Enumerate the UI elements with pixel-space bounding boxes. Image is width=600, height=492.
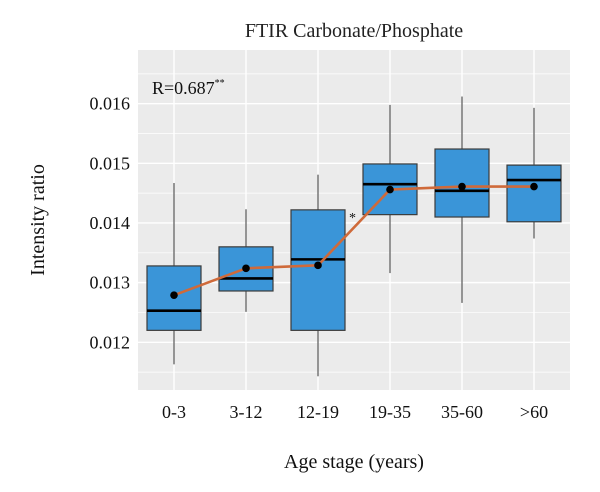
y-tick-label: 0.013	[90, 273, 131, 293]
mean-point	[530, 182, 538, 191]
boxes	[146, 96, 562, 377]
box-iqr	[290, 209, 346, 331]
x-axis-label: Age stage (years)	[284, 451, 424, 473]
mean-point	[170, 291, 178, 299]
x-tick-label: 0-3	[162, 402, 186, 422]
mean-point	[242, 264, 250, 273]
y-tick-label: 0.012	[90, 332, 131, 352]
mean-point	[314, 261, 322, 270]
mean-point	[386, 185, 394, 194]
correlation-value: R=0.687	[152, 78, 215, 98]
y-axis-label: Intensity ratio	[27, 164, 49, 276]
x-tick-labels: 0-3 3-12 12-19 19-35 35-60 >60	[162, 402, 548, 422]
x-tick-label: 12-19	[297, 402, 339, 422]
box-3	[290, 174, 346, 377]
correlation-annotation: R=0.687**	[152, 78, 225, 98]
y-tick-label: 0.015	[90, 153, 131, 173]
box-iqr	[506, 164, 562, 223]
x-tick-label: 3-12	[230, 402, 263, 422]
y-tick-label: 0.014	[90, 213, 131, 233]
x-tick-label: >60	[520, 402, 548, 422]
box-5	[434, 96, 490, 303]
mean-trend-line	[173, 185, 534, 297]
mean-points	[170, 182, 538, 299]
plot-background	[138, 50, 570, 390]
x-tick-label: 19-35	[369, 402, 411, 422]
box-6	[506, 107, 562, 239]
chart-title: FTIR Carbonate/Phosphate	[245, 20, 463, 42]
correlation-significance: **	[215, 78, 225, 89]
y-tick-labels: 0.012 0.013 0.014 0.015 0.016	[90, 94, 131, 353]
x-tick-label: 35-60	[441, 402, 483, 422]
mean-point	[458, 182, 466, 191]
significance-marker: *	[349, 211, 356, 226]
mean-polyline	[173, 185, 534, 297]
y-tick-label: 0.016	[90, 94, 131, 114]
